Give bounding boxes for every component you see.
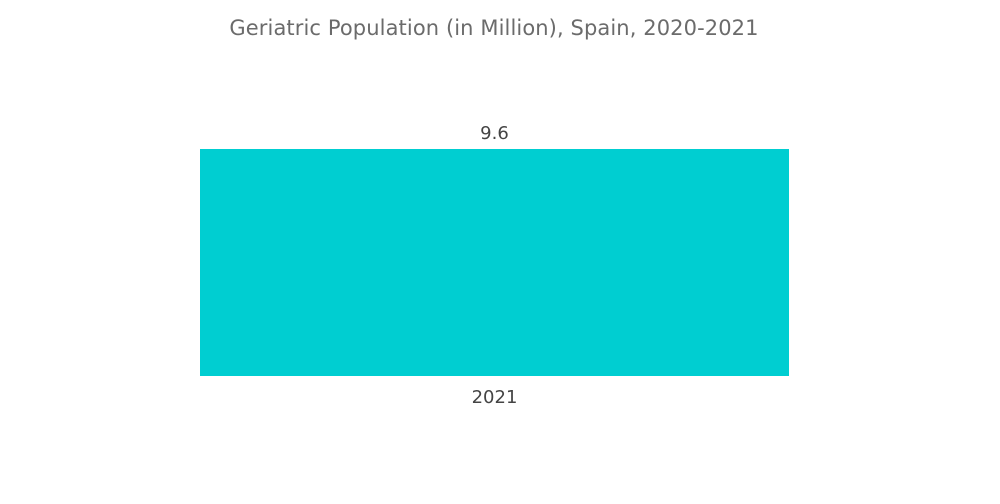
- chart-title: Geriatric Population (in Million), Spain…: [229, 16, 759, 40]
- bar-2021: [200, 149, 789, 376]
- x-tick-label-2021: 2021: [472, 387, 518, 408]
- data-label-2021: 9.6: [480, 123, 509, 144]
- bars-layer: [200, 149, 789, 376]
- labels-layer: 9.6 2021: [472, 123, 518, 408]
